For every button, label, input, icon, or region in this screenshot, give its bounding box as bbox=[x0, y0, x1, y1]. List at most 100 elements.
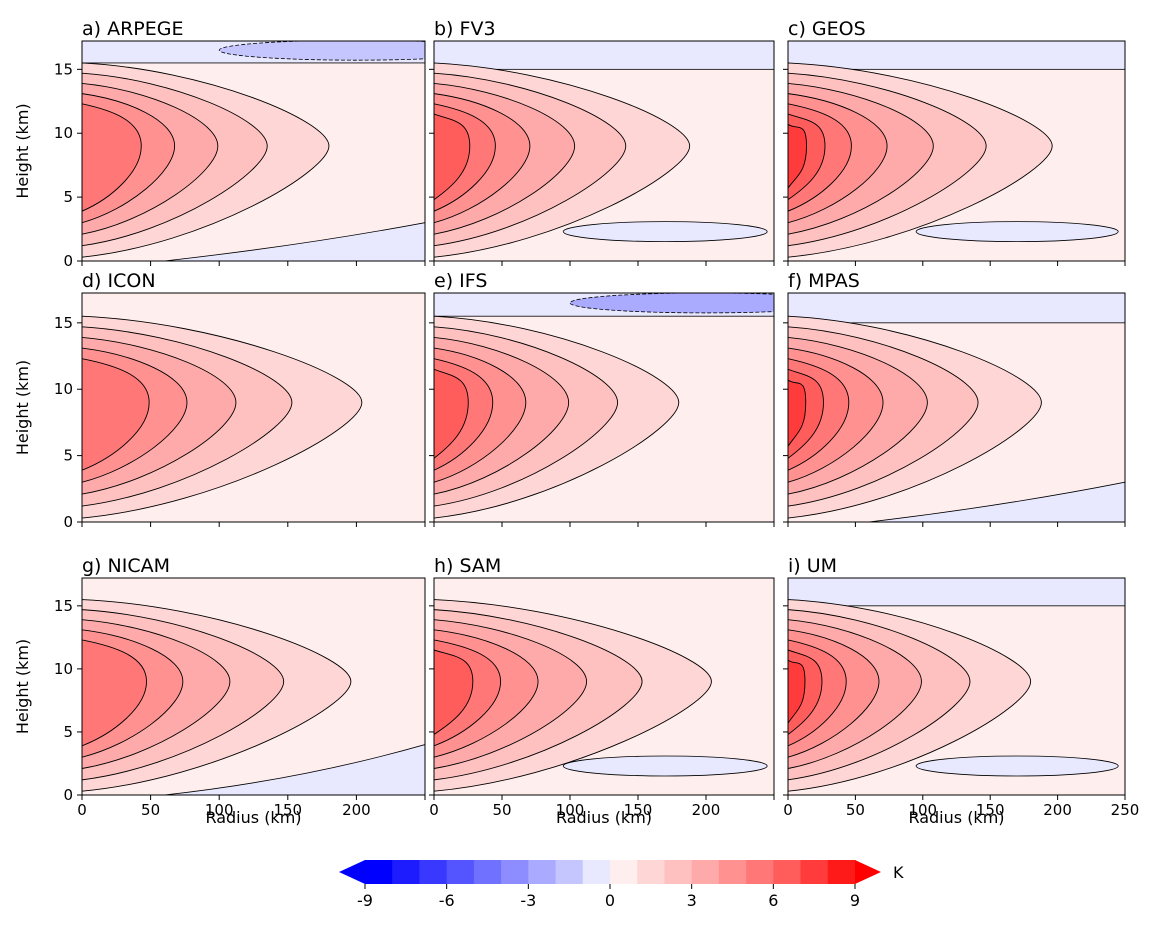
contour-fill bbox=[788, 293, 1125, 324]
colorbar-extend bbox=[855, 860, 881, 884]
colorbar-extend bbox=[339, 860, 365, 884]
panel-frame bbox=[787, 292, 1126, 523]
colorbar-swatch bbox=[610, 860, 638, 884]
panel bbox=[788, 293, 1125, 522]
x-axis-label: Radius (km) bbox=[908, 808, 1004, 827]
y-tick-label: 10 bbox=[54, 124, 73, 142]
colorbar-swatch bbox=[528, 860, 557, 884]
colorbar-tick-label: 3 bbox=[687, 891, 697, 910]
contour-fill bbox=[434, 113, 471, 201]
colorbar-swatch bbox=[501, 860, 529, 884]
panel-title: g) NICAM bbox=[82, 555, 170, 577]
contour-fill bbox=[788, 41, 1125, 70]
colorbar-swatch bbox=[392, 860, 420, 884]
contour-fill bbox=[164, 744, 425, 795]
colorbar-tick-label: 0 bbox=[605, 891, 615, 910]
colorbar-swatch bbox=[746, 860, 774, 884]
x-axis-label: Radius (km) bbox=[205, 808, 301, 827]
colorbar-tick-label: 6 bbox=[768, 891, 778, 910]
panel-title: c) GEOS bbox=[788, 18, 866, 40]
x-tick-label: 0 bbox=[783, 801, 793, 819]
contour-fill bbox=[82, 103, 142, 212]
colorbar-swatch bbox=[365, 860, 393, 884]
panel-title: a) ARPEGE bbox=[82, 18, 184, 40]
panel-frame bbox=[81, 577, 426, 796]
colorbar-tick-label: -6 bbox=[439, 891, 455, 910]
panel-title: i) UM bbox=[788, 555, 837, 577]
x-tick-label: 50 bbox=[492, 801, 511, 819]
x-tick-label: 200 bbox=[1043, 801, 1072, 819]
panel-frame bbox=[433, 40, 775, 262]
panel-frame bbox=[433, 292, 775, 523]
colorbar-tick-label: -3 bbox=[520, 891, 536, 910]
colorbar-swatch bbox=[800, 860, 829, 884]
contour-fill bbox=[569, 293, 774, 314]
colorbar-swatch bbox=[664, 860, 693, 884]
colorbar-swatch bbox=[446, 860, 475, 884]
colorbar-swatch bbox=[773, 860, 802, 884]
colorbar-swatch bbox=[637, 860, 665, 884]
colorbar-swatch bbox=[691, 860, 720, 884]
contour-fill bbox=[434, 368, 469, 459]
panel bbox=[434, 41, 774, 261]
colorbar-tick-label: 9 bbox=[850, 891, 860, 910]
y-axis-label: Height (km) bbox=[13, 103, 32, 198]
panel-frame bbox=[81, 40, 426, 262]
x-tick-label: 100 bbox=[908, 801, 937, 819]
x-tick-label: 150 bbox=[273, 801, 302, 819]
y-tick-label: 10 bbox=[54, 660, 73, 678]
x-tick-label: 200 bbox=[692, 801, 721, 819]
y-axis-label: Height (km) bbox=[13, 639, 32, 734]
colorbar-swatch bbox=[827, 860, 856, 884]
panel-title: d) ICON bbox=[82, 270, 156, 292]
y-tick-label: 0 bbox=[63, 513, 73, 531]
panel bbox=[788, 578, 1125, 795]
contour-fill bbox=[788, 123, 807, 189]
x-tick-label: 150 bbox=[624, 801, 653, 819]
panel bbox=[434, 578, 774, 795]
panel-title: e) IFS bbox=[434, 270, 487, 292]
x-tick-label: 50 bbox=[141, 801, 160, 819]
panel bbox=[82, 578, 425, 795]
panel bbox=[434, 293, 774, 522]
contour-fill bbox=[788, 659, 806, 724]
y-tick-label: 15 bbox=[54, 60, 73, 78]
contour-fill bbox=[788, 578, 1125, 607]
y-tick-label: 15 bbox=[54, 314, 73, 332]
contour-fill bbox=[562, 221, 768, 243]
x-tick-label: 200 bbox=[342, 801, 371, 819]
contour-fill bbox=[788, 379, 807, 448]
colorbar-tick-label: -9 bbox=[357, 891, 373, 910]
y-tick-label: 0 bbox=[63, 252, 73, 270]
contour-fill bbox=[218, 41, 425, 61]
x-tick-label: 150 bbox=[976, 801, 1005, 819]
colorbar-swatch bbox=[582, 860, 611, 884]
panel-title: h) SAM bbox=[434, 555, 501, 577]
x-tick-label: 0 bbox=[429, 801, 439, 819]
contour-fill bbox=[868, 481, 1125, 522]
panel-title: b) FV3 bbox=[434, 18, 496, 40]
contour-fill bbox=[434, 649, 474, 736]
x-tick-label: 250 bbox=[1111, 801, 1140, 819]
colorbar-label: K bbox=[893, 863, 904, 882]
panel-frame bbox=[787, 40, 1126, 262]
y-tick-label: 5 bbox=[63, 447, 73, 465]
x-tick-label: 100 bbox=[205, 801, 234, 819]
x-axis-label: Radius (km) bbox=[556, 808, 652, 827]
contour-fill bbox=[562, 755, 768, 777]
y-tick-label: 5 bbox=[63, 723, 73, 741]
x-tick-label: 50 bbox=[846, 801, 865, 819]
y-tick-label: 15 bbox=[54, 597, 73, 615]
colorbar-swatch bbox=[419, 860, 448, 884]
y-tick-label: 10 bbox=[54, 380, 73, 398]
colorbar-swatch bbox=[718, 860, 747, 884]
panel bbox=[82, 293, 425, 522]
x-tick-label: 0 bbox=[77, 801, 87, 819]
panel-frame bbox=[433, 577, 775, 796]
contour-fill bbox=[82, 358, 150, 471]
contour-fill bbox=[434, 41, 774, 70]
y-tick-label: 0 bbox=[63, 786, 73, 804]
colorbar-swatch bbox=[555, 860, 584, 884]
contour-fill bbox=[82, 639, 147, 747]
